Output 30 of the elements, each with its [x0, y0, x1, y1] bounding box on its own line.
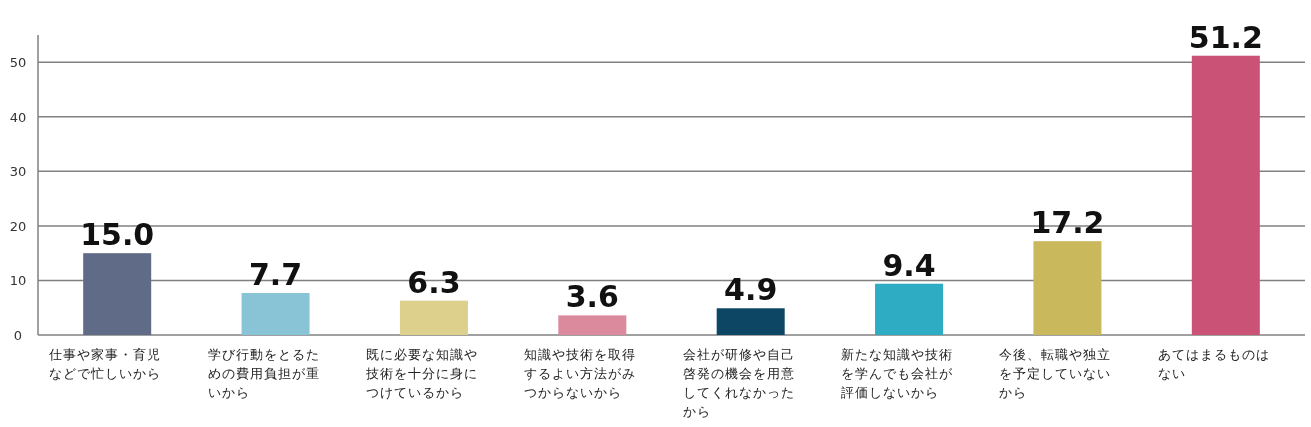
x-tick-label: 今後、転職や独立を予定していないから	[999, 347, 1112, 400]
data-label: 51.2	[1188, 19, 1263, 55]
x-tick-label: 知識や技術を取得するよい方法がみつからないから	[524, 347, 637, 400]
x-tick-label: 新たな知識や技術を学んでも会社が評価しないから	[841, 347, 954, 400]
x-tick-label: 既に必要な知識や技術を十分に身につけているから	[364, 347, 478, 400]
bar	[1033, 241, 1102, 335]
bar	[241, 293, 310, 335]
y-tick-label: 40	[9, 109, 27, 125]
data-label: 9.4	[882, 247, 936, 283]
data-label: 3.6	[565, 279, 619, 315]
x-tick-label: あてはまるものはない	[1157, 347, 1270, 381]
y-tick-label: 30	[9, 164, 27, 180]
y-tick-label: 50	[9, 55, 27, 71]
x-tick-label: 仕事や家事・育児などで忙しいから	[48, 347, 162, 381]
data-label: 7.7	[248, 257, 303, 292]
bar	[716, 308, 785, 335]
bar	[558, 315, 627, 335]
bar	[83, 253, 152, 335]
data-label: 6.3	[407, 264, 461, 300]
bar	[875, 283, 944, 335]
bar	[399, 300, 468, 335]
y-tick-label: 0	[13, 328, 23, 343]
data-label: 17.2	[1030, 205, 1105, 241]
x-tick-label: 学び行動をとるための費用負担が重いから	[207, 347, 320, 400]
bar	[1191, 55, 1260, 335]
data-label: 15.0	[80, 217, 155, 253]
y-tick-label: 20	[9, 218, 27, 234]
data-label: 4.9	[724, 272, 778, 308]
y-tick-label: 10	[9, 273, 27, 289]
x-tick-label: 会社が研修や自己啓発の機会を用意してくれなかったから	[682, 347, 795, 419]
